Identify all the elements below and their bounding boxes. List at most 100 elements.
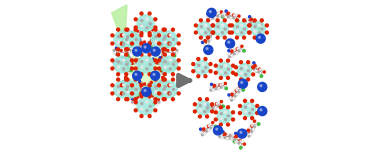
Circle shape [116, 59, 117, 61]
Circle shape [243, 50, 245, 52]
Circle shape [234, 134, 235, 135]
Circle shape [208, 44, 210, 45]
Circle shape [210, 128, 211, 129]
Circle shape [240, 68, 242, 70]
Circle shape [235, 90, 237, 92]
Circle shape [153, 34, 154, 35]
Circle shape [118, 66, 119, 68]
Circle shape [213, 84, 215, 87]
Circle shape [128, 84, 129, 85]
Circle shape [155, 87, 157, 89]
Circle shape [223, 88, 225, 89]
Circle shape [145, 95, 147, 97]
Circle shape [145, 92, 147, 93]
Circle shape [217, 26, 219, 28]
Circle shape [146, 27, 148, 29]
Circle shape [137, 59, 139, 61]
Circle shape [141, 83, 143, 85]
Circle shape [154, 28, 157, 31]
Circle shape [224, 134, 226, 136]
Circle shape [239, 112, 242, 114]
Circle shape [220, 16, 221, 17]
Circle shape [217, 30, 219, 32]
Circle shape [154, 26, 157, 29]
Circle shape [160, 65, 161, 67]
Circle shape [165, 62, 166, 64]
Circle shape [258, 68, 260, 70]
Circle shape [208, 105, 209, 107]
Circle shape [174, 55, 176, 57]
Circle shape [220, 87, 221, 88]
Circle shape [163, 48, 166, 51]
Circle shape [206, 98, 209, 101]
Circle shape [126, 28, 129, 31]
Circle shape [172, 88, 174, 90]
Circle shape [248, 130, 250, 132]
Circle shape [216, 36, 219, 39]
Circle shape [125, 78, 144, 97]
Circle shape [222, 32, 223, 34]
Circle shape [203, 42, 204, 43]
Circle shape [155, 86, 157, 88]
Circle shape [205, 37, 206, 38]
Circle shape [235, 135, 237, 137]
Circle shape [198, 69, 200, 71]
Circle shape [140, 53, 143, 56]
Circle shape [153, 41, 155, 43]
Circle shape [130, 86, 132, 88]
Circle shape [206, 131, 208, 132]
Circle shape [126, 90, 128, 91]
Circle shape [217, 16, 218, 17]
Circle shape [153, 73, 155, 75]
Circle shape [137, 34, 138, 35]
Circle shape [233, 140, 236, 143]
Circle shape [210, 105, 212, 108]
Circle shape [252, 66, 255, 69]
Circle shape [238, 51, 239, 52]
Circle shape [258, 27, 260, 30]
Circle shape [147, 24, 148, 25]
Circle shape [207, 19, 209, 22]
Circle shape [216, 103, 218, 104]
Circle shape [136, 68, 155, 87]
Circle shape [149, 90, 151, 92]
Circle shape [220, 113, 222, 115]
Circle shape [249, 127, 250, 128]
Circle shape [258, 107, 267, 116]
Circle shape [222, 15, 224, 17]
Circle shape [153, 103, 155, 104]
Circle shape [255, 71, 256, 72]
Circle shape [140, 92, 143, 95]
Circle shape [174, 61, 176, 62]
Circle shape [164, 67, 166, 69]
Circle shape [150, 81, 152, 83]
Circle shape [220, 84, 221, 85]
Circle shape [253, 63, 254, 65]
Circle shape [236, 90, 237, 91]
Circle shape [122, 34, 125, 36]
Circle shape [213, 127, 214, 128]
Circle shape [260, 19, 263, 22]
Circle shape [118, 61, 119, 63]
Circle shape [125, 59, 126, 61]
Circle shape [120, 92, 123, 95]
Circle shape [162, 78, 165, 81]
Circle shape [231, 94, 234, 96]
Circle shape [215, 88, 216, 90]
Circle shape [127, 91, 129, 93]
Circle shape [240, 72, 242, 74]
Circle shape [162, 67, 163, 69]
Circle shape [162, 48, 163, 49]
Circle shape [128, 43, 129, 44]
Circle shape [209, 70, 212, 73]
Circle shape [165, 84, 166, 85]
Circle shape [257, 71, 259, 72]
Circle shape [150, 40, 152, 42]
Circle shape [162, 84, 163, 85]
Circle shape [241, 51, 242, 52]
Circle shape [232, 140, 233, 141]
Circle shape [210, 110, 212, 112]
Circle shape [129, 81, 131, 83]
Circle shape [251, 134, 252, 136]
Circle shape [162, 98, 165, 101]
